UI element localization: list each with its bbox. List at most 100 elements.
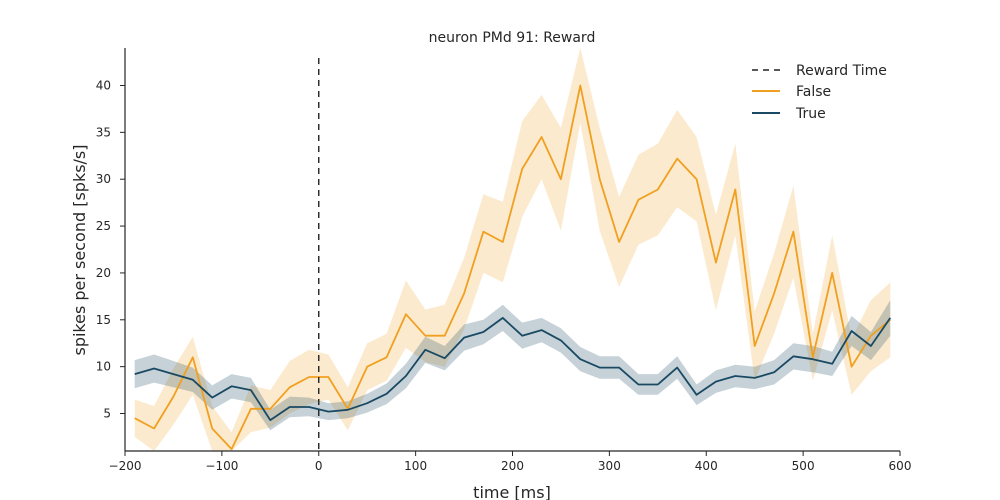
data-point-true bbox=[830, 362, 834, 366]
lines-layer bbox=[133, 84, 892, 451]
legend: Reward Time False True bbox=[752, 63, 887, 122]
x-tick-label: −200 bbox=[109, 459, 142, 473]
data-point-false bbox=[830, 271, 834, 275]
data-point-true bbox=[268, 418, 272, 422]
data-point-false bbox=[462, 292, 466, 296]
x-ticks: −200 −100 0 100 200 300 400 500 600 bbox=[109, 451, 912, 473]
data-point-false bbox=[191, 355, 195, 359]
data-point-false bbox=[578, 84, 582, 88]
data-point-true bbox=[404, 374, 408, 378]
y-ticks: 5 10 15 20 25 30 35 40 bbox=[96, 78, 125, 421]
data-point-false bbox=[540, 135, 544, 139]
data-point-false bbox=[249, 407, 253, 411]
data-point-false bbox=[772, 292, 776, 296]
data-point-false bbox=[869, 334, 873, 338]
legend-label-false: False bbox=[796, 84, 831, 100]
bands-layer bbox=[134, 48, 891, 451]
data-point-true bbox=[772, 370, 776, 374]
data-point-true bbox=[326, 410, 330, 414]
data-point-false bbox=[326, 375, 330, 379]
data-point-false bbox=[617, 240, 621, 244]
data-point-false bbox=[288, 385, 292, 389]
data-point-false bbox=[636, 198, 640, 202]
data-point-true bbox=[365, 401, 369, 405]
legend-label-true: True bbox=[795, 106, 826, 122]
x-tick-label: 100 bbox=[404, 459, 427, 473]
y-axis-label: spikes per second [spks/s] bbox=[70, 144, 89, 355]
data-point-false bbox=[365, 365, 369, 369]
data-point-false bbox=[501, 240, 505, 244]
data-point-true bbox=[481, 330, 485, 334]
data-point-false bbox=[268, 407, 272, 411]
data-point-false bbox=[598, 177, 602, 181]
data-point-true bbox=[462, 336, 466, 340]
legend-label-reward-time: Reward Time bbox=[796, 63, 887, 79]
data-point-true bbox=[559, 338, 563, 342]
data-point-false bbox=[733, 188, 737, 192]
x-tick-label: 400 bbox=[695, 459, 718, 473]
data-point-false bbox=[520, 167, 524, 171]
data-point-true bbox=[617, 366, 621, 370]
x-tick-label: 0 bbox=[315, 459, 323, 473]
x-tick-label: 200 bbox=[501, 459, 524, 473]
data-point-true bbox=[346, 408, 350, 412]
data-point-true bbox=[307, 405, 311, 409]
data-point-false bbox=[423, 334, 427, 338]
series-line-true bbox=[134, 316, 892, 422]
y-tick-label: 40 bbox=[96, 78, 111, 92]
x-axis-label: time [ms] bbox=[473, 483, 551, 500]
y-tick-label: 25 bbox=[96, 219, 111, 233]
data-point-false bbox=[404, 312, 408, 316]
data-point-true bbox=[656, 383, 660, 387]
data-point-true bbox=[210, 396, 214, 400]
y-tick-label: 30 bbox=[96, 172, 111, 186]
data-point-true bbox=[423, 348, 427, 352]
series-line-false bbox=[134, 84, 891, 451]
data-point-false bbox=[559, 177, 563, 181]
data-point-true bbox=[753, 376, 757, 380]
data-point-true bbox=[191, 378, 195, 382]
data-point-false bbox=[675, 157, 679, 161]
chart-title: neuron PMd 91: Reward bbox=[429, 30, 596, 46]
data-point-true bbox=[675, 366, 679, 370]
data-point-false bbox=[171, 395, 175, 399]
x-tick-label: 500 bbox=[792, 459, 815, 473]
data-point-true bbox=[733, 374, 737, 378]
data-point-true bbox=[869, 344, 873, 348]
data-point-false bbox=[152, 427, 156, 431]
data-point-false bbox=[656, 188, 660, 192]
band-false bbox=[134, 48, 891, 451]
x-tick-label: 600 bbox=[889, 459, 912, 473]
data-point-true bbox=[133, 372, 137, 376]
data-point-false bbox=[307, 375, 311, 379]
data-point-false bbox=[850, 365, 854, 369]
data-point-true bbox=[850, 329, 854, 333]
y-tick-label: 5 bbox=[103, 407, 111, 421]
data-point-true bbox=[888, 316, 892, 320]
x-tick-label: 300 bbox=[598, 459, 621, 473]
data-point-false bbox=[443, 334, 447, 338]
y-tick-label: 15 bbox=[96, 313, 111, 327]
data-point-true bbox=[636, 383, 640, 387]
data-point-true bbox=[443, 356, 447, 360]
data-point-false bbox=[714, 261, 718, 265]
data-point-false bbox=[133, 416, 137, 420]
data-point-true bbox=[695, 393, 699, 397]
data-point-true bbox=[811, 357, 815, 361]
data-point-true bbox=[171, 372, 175, 376]
y-tick-label: 35 bbox=[96, 125, 111, 139]
data-point-false bbox=[385, 355, 389, 359]
data-point-true bbox=[385, 392, 389, 396]
band-true bbox=[134, 300, 891, 431]
y-tick-label: 20 bbox=[96, 266, 111, 280]
data-point-true bbox=[249, 388, 253, 392]
data-point-true bbox=[540, 328, 544, 332]
data-point-true bbox=[714, 380, 718, 384]
data-point-true bbox=[520, 334, 524, 338]
data-point-false bbox=[210, 427, 214, 431]
data-point-false bbox=[753, 344, 757, 348]
y-tick-label: 10 bbox=[96, 360, 111, 374]
data-point-true bbox=[598, 366, 602, 370]
data-point-true bbox=[501, 316, 505, 320]
data-point-true bbox=[152, 367, 156, 371]
